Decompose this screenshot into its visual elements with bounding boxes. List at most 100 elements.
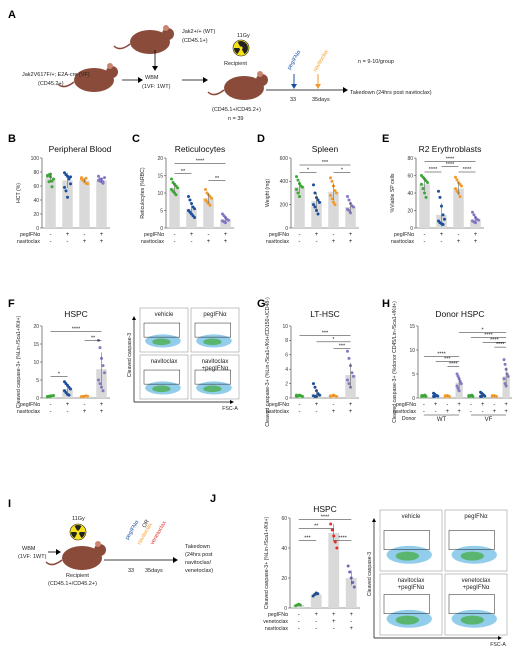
data-point [62, 171, 66, 175]
y-tick-label: 20 [33, 324, 39, 330]
data-point [332, 200, 335, 204]
bar [310, 594, 322, 608]
sig-label: **** [429, 167, 438, 173]
flow-density [395, 615, 419, 625]
data-point [328, 193, 332, 197]
donor-wt-label: Jak2+/+ (WT) [182, 29, 215, 35]
row-symbol: - [333, 626, 335, 632]
data-point [441, 223, 445, 226]
row-label: pegIFNα [269, 232, 289, 238]
row-symbol: + [314, 612, 318, 618]
row-symbol: - [446, 402, 448, 408]
data-point [316, 198, 320, 202]
takedown-1: Takedown [185, 544, 210, 550]
data-point [47, 180, 51, 184]
row-symbol: + [332, 239, 336, 245]
flow-xlabel: FSC-A [490, 642, 506, 648]
sig-label: * [332, 337, 335, 343]
row-symbol: - [441, 239, 443, 245]
y-tick-label: 15 [409, 324, 415, 330]
wbm-label: WBM [22, 546, 36, 552]
data-point [333, 540, 337, 544]
bar [62, 180, 73, 228]
data-point [468, 394, 472, 398]
row-symbol: - [298, 619, 300, 625]
data-point [100, 385, 103, 389]
data-point [447, 395, 451, 399]
data-point [301, 395, 305, 399]
sig-label: *** [339, 343, 346, 349]
row-label: pegIFNα [268, 612, 288, 618]
data-point [494, 395, 498, 399]
data-point [328, 176, 332, 180]
mouse-icon [207, 71, 268, 100]
row-label: pegIFNα [269, 402, 289, 408]
y-tick-label: 0 [36, 396, 39, 402]
sig-label: ** [314, 524, 319, 530]
day2-label: 35days [312, 97, 330, 103]
data-point [330, 528, 334, 532]
flow-label: navitoclax [151, 359, 178, 365]
data-point [351, 581, 355, 584]
data-point [316, 592, 320, 596]
bar [294, 187, 305, 228]
data-point [443, 217, 447, 221]
data-point [503, 382, 507, 386]
y-axis-label: Weight (mg) [265, 179, 271, 207]
recipient-cd: (CD45.1+/CD45.2+) [212, 107, 261, 113]
bar [96, 180, 107, 228]
data-point [345, 195, 349, 198]
donor-group: VF [485, 417, 493, 423]
data-point [294, 188, 298, 191]
y-axis-label: Cleaved caspase-3+ (%donor CD45/Lin-/Sca… [392, 301, 398, 423]
data-point [49, 172, 52, 176]
row-symbol: - [315, 626, 317, 632]
flow-density [395, 551, 419, 561]
takedown-4: venetoclax) [185, 568, 213, 574]
data-point [335, 395, 339, 399]
sig-label: ** [91, 335, 96, 341]
data-point [433, 395, 437, 399]
bar [203, 198, 214, 228]
row-label: navitoclax [141, 239, 164, 245]
bar [345, 207, 356, 228]
data-point [345, 378, 349, 382]
data-point [424, 395, 428, 399]
data-point [474, 221, 477, 225]
bar [419, 184, 430, 228]
treat1-label: pegIFNα [125, 519, 141, 541]
flow-gate [448, 594, 495, 614]
data-point [101, 180, 105, 184]
takedown-3: navitoclax/ [185, 560, 211, 566]
day1-label: 33 [290, 97, 296, 103]
row-symbol: - [299, 409, 301, 415]
chart-panel-b: B Peripheral Blood 0 20 40 60 80 100 HCT (%) pegI… [8, 133, 112, 245]
row-symbol: - [50, 232, 52, 238]
data-point [423, 191, 426, 195]
data-point [224, 221, 227, 225]
data-point [316, 212, 320, 216]
donor-vf-cd: (CD45.2+) [38, 81, 64, 87]
data-point [419, 182, 423, 186]
row-symbol: + [349, 232, 353, 238]
y-tick-label: 60 [281, 516, 287, 522]
mouse-icon [45, 541, 106, 570]
data-point [86, 394, 90, 398]
flow-density [460, 615, 484, 625]
panel-letter: B [8, 133, 16, 145]
panel-letter: C [132, 133, 140, 145]
y-tick-label: 40 [407, 191, 413, 197]
row-symbol: + [349, 409, 353, 415]
y-tick-label: 80 [33, 170, 39, 176]
data-point [477, 218, 481, 222]
flow-density [152, 338, 171, 346]
y-tick-label: 15 [157, 173, 163, 179]
bar [311, 201, 322, 228]
donor-wt-cd: (CD45.1+) [182, 38, 208, 44]
y-tick-label: 60 [33, 184, 39, 190]
row-symbol: + [493, 409, 497, 415]
row-symbol: - [333, 232, 335, 238]
data-point [506, 374, 510, 378]
row-symbol: + [224, 232, 228, 238]
data-point [503, 362, 507, 366]
